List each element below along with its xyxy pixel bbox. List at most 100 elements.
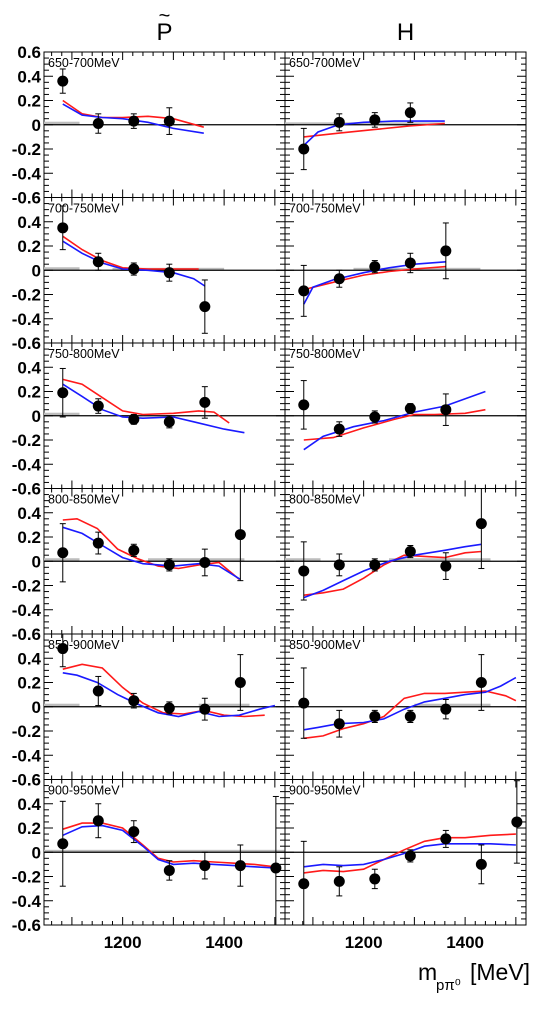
panel-grid: 0.6 0.4 0.2 0 -0.2 -0.4 -0.6 0.4 0.2 0 -0.2 -0.4 -0.… [12, 43, 527, 952]
panel-energy-label: 800-850MeV [48, 493, 120, 507]
data-point [128, 826, 140, 838]
panel-energy-label: 650-700MeV [289, 56, 361, 70]
y-tick-label: 0.6 [17, 43, 41, 62]
data-point [234, 860, 246, 872]
data-point [333, 875, 345, 887]
data-point [298, 143, 310, 155]
y-tick-label: -0.2 [12, 722, 41, 741]
y-tick-label: 0.4 [17, 213, 41, 232]
data-point [369, 559, 381, 571]
data-point [199, 860, 211, 872]
data-point [333, 116, 345, 128]
data-point [404, 850, 416, 862]
data-point [163, 864, 175, 876]
y-tick-label: -0.4 [12, 892, 42, 911]
y-tick-label: 0 [32, 407, 41, 426]
panel-6: 800-850MeV [43, 488, 286, 635]
y-tick-label: 0.2 [17, 819, 41, 838]
data-point [270, 862, 282, 874]
x-axis-label-unit: [MeV] [470, 959, 530, 985]
panel-energy-label: 700-750MeV [289, 202, 361, 216]
data-point [369, 114, 381, 126]
y-tick-label: 0.4 [17, 67, 41, 86]
data-point [163, 702, 175, 714]
data-point [92, 118, 104, 130]
fit-curve-blue [303, 120, 445, 146]
data-point [298, 697, 310, 709]
column-title-accent-0: ~ [159, 5, 171, 27]
y-tick-label: 0 [32, 261, 41, 280]
y-tick-label: -0.4 [12, 164, 42, 183]
column-title-0: P [156, 19, 172, 46]
panel-8: 850-900MeV [43, 633, 286, 780]
fit-curve-blue [62, 672, 276, 718]
x-axis-label-subscript: pπ⁰ [436, 977, 461, 994]
panel-2: 700-750MeV [43, 197, 286, 344]
data-point [440, 404, 452, 416]
y-tick-label: 0.4 [17, 504, 41, 523]
data-point [57, 643, 69, 655]
y-tick-label: -0.2 [12, 140, 41, 159]
systematic-band [44, 267, 80, 271]
systematic-band [389, 558, 491, 562]
y-tick-label: 0.4 [17, 649, 41, 668]
y-tick-label: 0.4 [17, 795, 41, 814]
y-tick-label: -0.2 [12, 286, 41, 305]
x-tick-label: 1200 [104, 933, 142, 952]
data-point [369, 411, 381, 423]
data-point [333, 718, 345, 730]
data-point [57, 547, 69, 559]
data-point [333, 423, 345, 435]
panel-11: 900-950MeV [284, 779, 527, 926]
data-point [234, 529, 246, 541]
fit-curve-blue [303, 390, 486, 451]
systematic-band [44, 412, 80, 416]
systematic-band [44, 121, 80, 125]
data-point [440, 560, 452, 572]
y-tick-label: 0.4 [17, 358, 41, 377]
data-point [128, 695, 140, 707]
y-tick-label: 0 [32, 843, 41, 862]
x-tick-label: 1400 [446, 933, 484, 952]
data-point [92, 815, 104, 827]
y-tick-label: 0 [32, 552, 41, 571]
data-point [298, 878, 310, 890]
data-point [163, 267, 175, 279]
data-point [440, 833, 452, 845]
panel-energy-label: 800-850MeV [289, 493, 361, 507]
data-point [163, 115, 175, 127]
data-point [475, 858, 487, 870]
data-point [440, 245, 452, 257]
data-point [333, 559, 345, 571]
data-point [128, 413, 140, 425]
fit-curve-red [303, 690, 517, 740]
systematic-band [285, 122, 445, 125]
data-point [199, 301, 211, 313]
y-tick-label: -0.4 [12, 746, 42, 765]
y-tick-label: -0.6 [12, 189, 41, 208]
data-point [199, 703, 211, 715]
y-tick-label: -0.4 [12, 310, 42, 329]
panel-energy-label: 750-800MeV [48, 347, 120, 361]
data-point [57, 222, 69, 234]
fit-curve-red [303, 408, 486, 441]
data-point [163, 559, 175, 571]
data-point [92, 256, 104, 268]
panel-energy-label: 900-950MeV [289, 784, 361, 798]
data-point [57, 387, 69, 399]
panel-10: 900-950MeV [43, 779, 286, 926]
data-point [298, 285, 310, 297]
y-tick-label: -0.2 [12, 431, 41, 450]
data-point [128, 115, 140, 127]
data-point [404, 257, 416, 269]
data-point [440, 703, 452, 715]
data-point [199, 396, 211, 408]
data-point [163, 416, 175, 428]
panel-7: 800-850MeV [284, 488, 527, 635]
systematic-band [44, 558, 80, 562]
fit-curve-red [303, 550, 482, 596]
fit-curve-blue [303, 543, 482, 599]
column-title-1: H [397, 19, 414, 46]
data-point [57, 838, 69, 850]
